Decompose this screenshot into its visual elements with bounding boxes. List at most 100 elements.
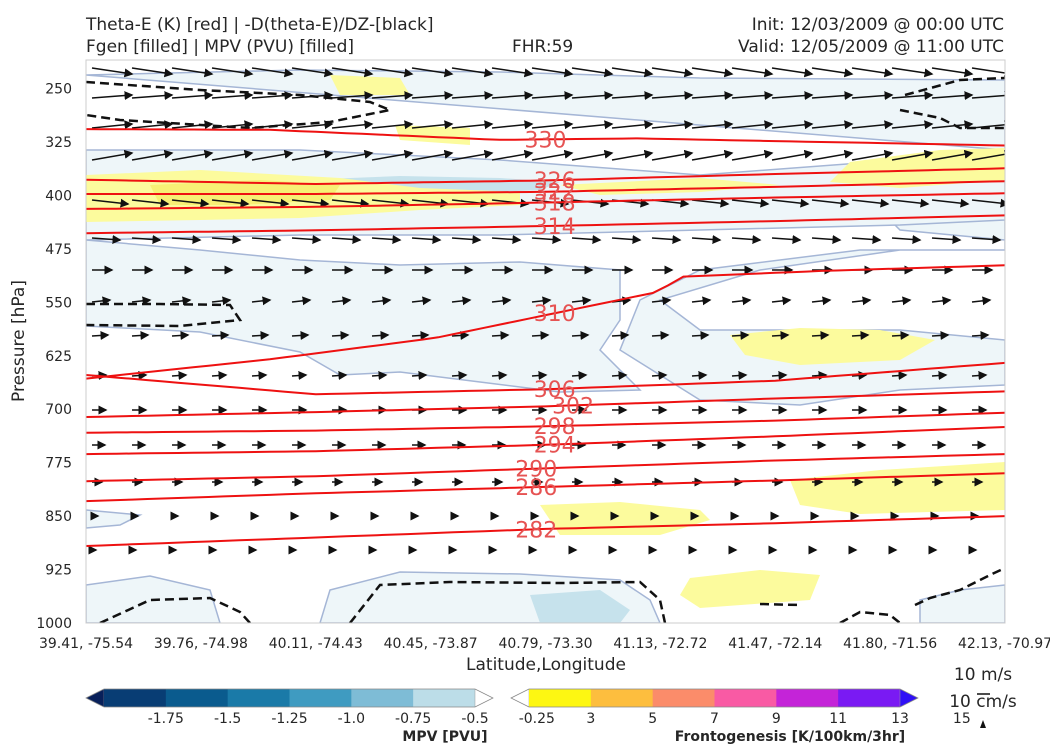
wind-vector xyxy=(771,296,792,306)
wind-vector xyxy=(731,67,774,78)
wind-vector xyxy=(851,371,868,381)
wind-vector xyxy=(571,330,590,340)
wind-vector xyxy=(331,91,374,101)
wind-vector xyxy=(491,371,508,381)
colorbar-outline xyxy=(85,688,494,708)
wind-vector xyxy=(731,198,770,208)
colorbar-swatch xyxy=(529,689,592,707)
wind-vector xyxy=(251,234,282,244)
theta-e-label-314: 314 xyxy=(534,215,576,240)
wind-vector xyxy=(611,234,642,244)
colorbar-swatch xyxy=(351,689,414,707)
wind-vector xyxy=(331,234,362,244)
wind-vector xyxy=(771,91,814,101)
wind-vector xyxy=(811,330,830,340)
wind-vector xyxy=(211,67,254,78)
colorbar-tick-label: -1.75 xyxy=(148,711,184,727)
vector-scale-arrow-vertical xyxy=(980,720,986,728)
wind-vector xyxy=(851,67,894,78)
y-tick-label: 1000 xyxy=(36,616,72,632)
wind-vector xyxy=(491,120,534,130)
y-tick-label: 700 xyxy=(45,402,72,418)
wind-vector xyxy=(371,296,392,306)
colorbar-swatch xyxy=(714,689,777,707)
colorbar-tick-label: -1.0 xyxy=(338,711,365,727)
wind-vector xyxy=(971,296,992,306)
wind-vector xyxy=(731,330,750,340)
wind-vector xyxy=(891,120,934,130)
wind-vector xyxy=(931,198,970,208)
wind-vector xyxy=(291,67,334,78)
wind-vector xyxy=(811,234,842,244)
wind-vector xyxy=(531,120,574,130)
wind-vector xyxy=(571,296,592,306)
colorbar-outline xyxy=(510,688,919,708)
wind-vector xyxy=(371,67,414,78)
wind-vector xyxy=(691,120,734,130)
wind-vector xyxy=(651,120,694,130)
wind-vector xyxy=(91,198,130,208)
wind-vector xyxy=(651,91,694,101)
wind-vector xyxy=(291,296,312,306)
wind-vector xyxy=(611,67,654,78)
theta-e-label-330: 330 xyxy=(525,128,567,153)
theta-e-contour-290 xyxy=(86,453,1005,483)
wind-vector xyxy=(971,149,1005,161)
wind-vector xyxy=(171,91,214,101)
fgen-colorbar: 3 5 7 9 11 13 15 xyxy=(510,688,971,727)
wind-vector xyxy=(91,67,134,78)
wind-vector xyxy=(91,149,134,161)
wind-vector xyxy=(171,234,202,244)
wind-vector xyxy=(131,371,148,381)
x-tick-label: 41.47, -72.14 xyxy=(728,636,822,652)
wind-vector xyxy=(91,234,122,244)
wind-vector xyxy=(371,91,414,101)
x-tick-label: 40.11, -74.43 xyxy=(269,636,363,652)
wind-vector xyxy=(531,234,562,244)
plot-frame xyxy=(85,59,1006,624)
wind-vector xyxy=(851,120,894,130)
theta-e-contour-326 xyxy=(86,167,1005,186)
colorbar-tick-label: 3 xyxy=(586,711,595,727)
wind-vector xyxy=(291,330,310,340)
wind-vector xyxy=(411,120,454,130)
mpv-colorbar: -1.75 -1.5 -1.25 -1.0 -0.75 -0.5 -0.25 xyxy=(85,688,555,727)
y-tick-label: 325 xyxy=(45,135,72,151)
y-tick-label: 775 xyxy=(45,456,72,472)
wind-vector xyxy=(131,296,152,306)
wind-vector xyxy=(251,330,270,340)
wind-vector xyxy=(411,296,432,306)
colorbar-extend-left xyxy=(510,688,530,708)
colorbar-tick-label: 13 xyxy=(891,711,909,727)
wind-vector xyxy=(891,234,922,244)
chart-title-line1: Theta-E (K) [red] | -D(theta-E)/DZ-[blac… xyxy=(86,15,434,35)
wind-vector xyxy=(211,234,242,244)
wind-vector xyxy=(491,234,522,244)
theta-e-contour-310 xyxy=(86,264,1005,380)
wind-vector xyxy=(491,67,534,78)
wind-vector xyxy=(531,296,552,306)
colorbar-tick-label: 9 xyxy=(772,711,781,727)
wind-vector xyxy=(411,149,454,161)
colorbar-swatch xyxy=(104,689,167,707)
wind-vector xyxy=(931,234,962,244)
colorbar-swatch xyxy=(289,689,352,707)
wind-vector xyxy=(851,234,882,244)
wind-vector xyxy=(491,149,534,161)
wind-vector xyxy=(531,371,548,381)
colorbar-swatch xyxy=(652,689,715,707)
colorbar-tick-label: 7 xyxy=(710,711,719,727)
wind-vector xyxy=(331,198,370,208)
wind-vector xyxy=(611,149,654,161)
colorbar-tick-label: 5 xyxy=(648,711,657,727)
wind-vector xyxy=(851,91,894,101)
colorbar-swatch xyxy=(227,689,290,707)
wind-vector xyxy=(171,198,210,208)
x-tick-label: 42.13, -70.97 xyxy=(958,636,1050,652)
wind-vector xyxy=(771,67,814,78)
wind-vector xyxy=(131,234,162,244)
y-tick-label: 400 xyxy=(45,188,72,204)
wind-vector xyxy=(771,330,790,340)
wind-vector xyxy=(171,67,214,78)
